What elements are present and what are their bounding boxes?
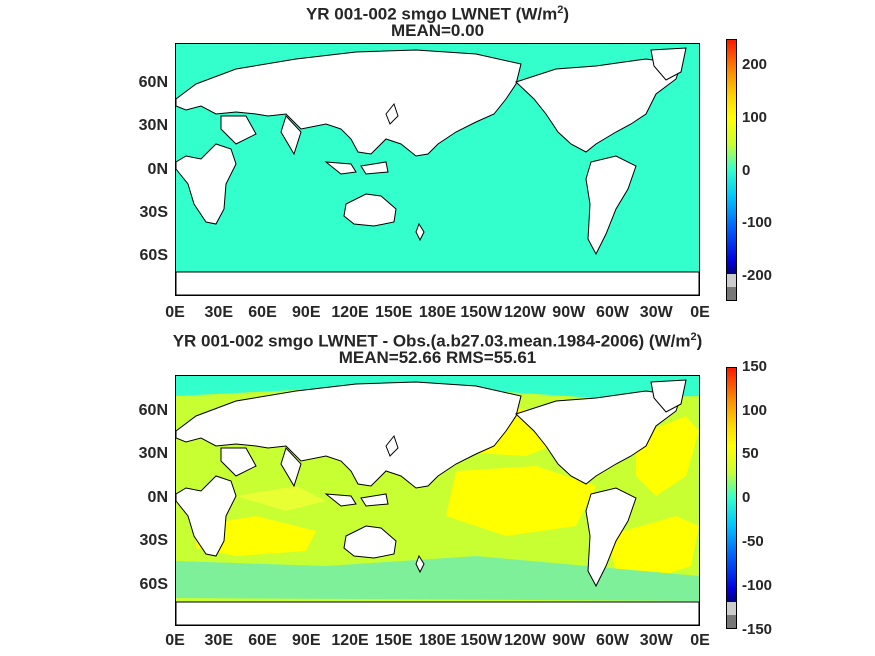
bottom-anomaly-patches [176, 376, 699, 601]
lon-label: 90W [552, 632, 586, 649]
lon-label: 150E [375, 304, 413, 321]
lon-label: 120W [504, 304, 546, 321]
top-lat-label: 60N [138, 74, 168, 91]
top-colorbar-tick: 100 [742, 109, 768, 126]
bottom-map-title: YR 001-002 smgo LWNET - Obs.(a.b27.03.me… [172, 331, 703, 351]
lon-label: 30E [204, 304, 233, 321]
lon-label: 30W [639, 632, 673, 649]
bottom-colorbar-tick: 50 [742, 445, 759, 462]
lon-label: 90E [292, 632, 321, 649]
top-map-subtitle: MEAN=0.00 [390, 21, 485, 40]
bottom-lat-label: 60N [138, 402, 168, 419]
bottom-colorbar-tick: -100 [742, 577, 773, 594]
bottom-map-plot [175, 375, 700, 626]
lon-label: 180E [418, 304, 457, 321]
top-lat-label: 0N [147, 161, 168, 178]
bottom-map-subtitle: MEAN=52.66 RMS=55.61 [338, 348, 537, 367]
bottom-colorbar-tick: 100 [742, 402, 768, 419]
bottom-colorbar-tick: -150 [742, 621, 773, 638]
lon-label: 0E [165, 304, 185, 321]
top-land-masses [176, 47, 699, 295]
lon-label: 60E [248, 632, 277, 649]
bottom-lat-label: 60S [139, 576, 168, 593]
bottom-colorbar-tick: 150 [742, 358, 768, 375]
top-colorbar-tick: -200 [742, 267, 773, 284]
lon-label: 120E [331, 304, 369, 321]
top-colorbar-tick: -100 [742, 214, 773, 231]
lon-label: 60W [596, 304, 629, 321]
lon-label: 90E [292, 304, 321, 321]
bottom-lat-label: 30S [139, 532, 168, 549]
top-lat-label: 30N [138, 117, 168, 134]
top-lat-label: 60S [139, 247, 168, 264]
top-colorbar-tick: 200 [742, 56, 768, 73]
lon-label: 180E [418, 632, 457, 649]
lon-label: 120W [504, 632, 546, 649]
lon-label: 120E [331, 632, 369, 649]
top-lat-label: 30S [139, 204, 168, 221]
bottom-lat-label: 0N [147, 489, 168, 506]
bottom-colorbar-tick: -50 [742, 533, 764, 550]
lon-label: 30E [204, 632, 233, 649]
lon-label: 150W [460, 304, 503, 321]
top-colorbar-tick: 0 [742, 162, 751, 179]
lon-label: 150E [375, 632, 413, 649]
lon-label: 0E [690, 304, 710, 321]
top-map-title: YR 001-002 smgo LWNET (W/m2) [305, 4, 570, 24]
lon-label: 0E [165, 632, 185, 649]
bottom-colorbar-tick: 0 [742, 489, 751, 506]
top-map-plot [175, 43, 700, 296]
lon-label: 90W [552, 304, 586, 321]
lon-label: 60W [596, 632, 629, 649]
lon-label: 150W [460, 632, 503, 649]
lon-label: 30W [639, 304, 673, 321]
bottom-lat-label: 30N [138, 445, 168, 462]
bottom-colorbar [726, 367, 737, 629]
top-colorbar [726, 39, 737, 301]
lon-label: 60E [248, 304, 277, 321]
bottom-land-masses [176, 379, 699, 625]
lon-label: 0E [690, 632, 710, 649]
